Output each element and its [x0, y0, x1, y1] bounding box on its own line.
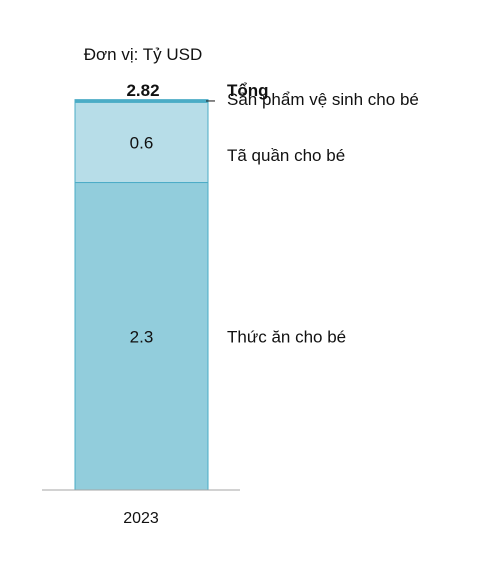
unit-label: Đơn vị: Tỷ USD: [84, 45, 203, 64]
bar-segment-1: [74, 101, 209, 184]
bar-segment-2: [74, 99, 209, 103]
total-series-label: Tổng: [227, 81, 269, 100]
data-label-0: 2.3: [130, 327, 154, 346]
x-tick-label: 2023: [123, 510, 159, 527]
data-label-1: 0.6: [130, 133, 154, 152]
total-value-label: 2.82: [126, 81, 159, 100]
series-label-2: Sản phẩm vệ sinh cho bé: [227, 90, 419, 109]
series-label-0: Thức ăn cho bé: [227, 327, 346, 346]
series-label-1: Tã quần cho bé: [227, 146, 345, 165]
bar-segment-0: [74, 182, 209, 491]
